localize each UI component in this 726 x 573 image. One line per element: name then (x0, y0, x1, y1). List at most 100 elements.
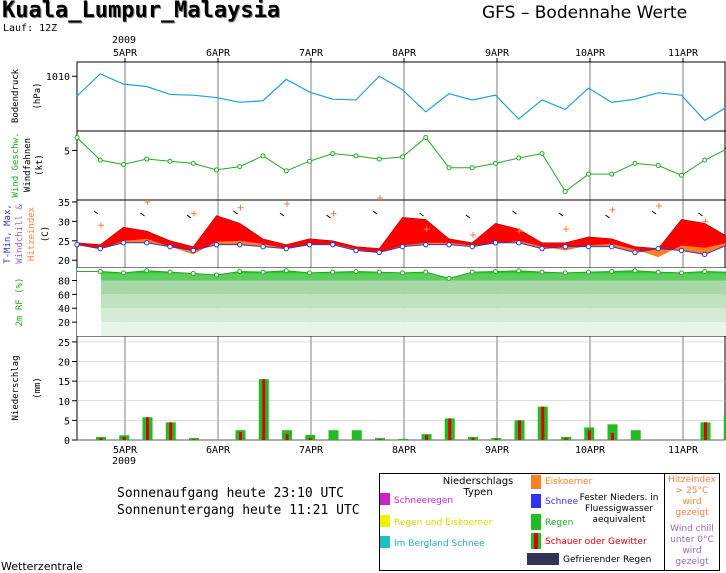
tmin-point (353, 247, 359, 254)
precip-convective-bar (262, 379, 266, 440)
humidity-band (101, 308, 726, 323)
hitzeindex-mark (470, 231, 476, 238)
date-label-top: 6APR (206, 48, 231, 59)
wind-point (400, 154, 405, 160)
date-label-top: 5APR (113, 48, 138, 59)
wind-barb (140, 212, 145, 217)
tmin-point (120, 240, 127, 246)
tmin-point (585, 243, 592, 250)
wind-point (446, 165, 452, 171)
swatch-schauer (531, 533, 541, 549)
hitzeindex-mark (423, 226, 430, 233)
wind-point (214, 167, 219, 173)
tmin-point (609, 243, 615, 250)
humidity-point (167, 269, 173, 275)
y-tick-label: 15 (58, 377, 70, 388)
wind-point (260, 153, 266, 159)
wind-point (493, 160, 498, 166)
wind-point (97, 157, 103, 163)
date-label-bottom: 7APR (299, 445, 324, 456)
precip-convective-bar (146, 417, 149, 440)
tmin-point (469, 243, 475, 250)
pressure-ylabel-1: Bodendruck (11, 68, 21, 123)
wind-point (74, 134, 80, 140)
humidity-band (101, 294, 726, 309)
humidity-band (101, 273, 726, 281)
precip-ylabel-1: Niederschlag (11, 355, 21, 420)
y-tick-label: 20 (58, 358, 70, 369)
humidity-left-blank (77, 268, 101, 336)
humidity-ylabel: 2m RF (%) (15, 278, 25, 327)
tmax-line (76, 215, 726, 249)
swatch-regen (531, 514, 541, 530)
y-tick-label: 25 (58, 338, 70, 349)
precip-convective-bar (518, 420, 521, 440)
wind-barb (93, 210, 99, 215)
hitzeindex-mark (144, 198, 151, 205)
precip-convective-bar (587, 430, 591, 440)
swatch-eiskoerner (531, 475, 541, 489)
tmin-point (632, 249, 638, 256)
legend-gefrierend: Gefrierender Regen (563, 555, 652, 565)
legend-schnee: Schnee (545, 497, 579, 507)
wind-point (632, 160, 638, 166)
swatch-regen-eis (380, 515, 390, 527)
precip-convective-bar (611, 432, 614, 440)
wind-point (609, 171, 615, 177)
year-bottom: 2009 (112, 456, 137, 467)
precip-convective-bar (494, 438, 498, 440)
wind-point (144, 156, 150, 162)
tmin-point (678, 247, 685, 254)
location-title: Kuala_Lumpur_Malaysia (2, 0, 281, 23)
wind-barb (279, 212, 285, 217)
precip-bar (351, 430, 362, 440)
humidity-point (493, 268, 498, 274)
y-tick-label: 0 (64, 436, 70, 447)
hitzeindex-mark (98, 222, 104, 229)
humidity-point (376, 269, 382, 275)
tmin-point (190, 247, 196, 254)
date-label-top: 10APR (575, 48, 606, 59)
precip-convective-bar (704, 422, 707, 440)
temp-ylabel-4: (C) (41, 226, 51, 242)
precip-convective-bar (308, 438, 312, 440)
tmin-point (539, 245, 545, 252)
legend-berg-schnee: Im Bergland Schnee (394, 539, 485, 549)
wind-point (307, 158, 312, 164)
precip-convective-bar (425, 435, 428, 440)
wind-barb (698, 212, 703, 217)
humidity-point (516, 268, 522, 274)
humidity-point (214, 272, 219, 278)
wind-barb (558, 212, 564, 217)
wind-ylabel-2: Windfahnen (23, 138, 33, 192)
legend-fester: Fester Nieders. in Fluessigwasser aequiv… (579, 493, 659, 525)
precip-convective-bar (471, 438, 475, 440)
precip-convective-bar (378, 439, 382, 440)
wind-barb (186, 214, 192, 219)
wind-point (283, 168, 289, 174)
humidity-point (400, 270, 405, 276)
precip-convective-bar (448, 418, 452, 440)
legend-regen-eis: Regen und Eiskoerner (394, 518, 493, 528)
y-tick-label: 5 (64, 416, 70, 427)
date-label-top: 8APR (392, 48, 417, 59)
y-tick-label: 20 (58, 318, 70, 329)
humidity-point (423, 269, 429, 275)
hitzeindex-mark (377, 195, 383, 202)
y-tick-label: 10 (58, 397, 70, 408)
humidity-point (655, 269, 661, 275)
date-label-bottom: 11APR (668, 445, 699, 456)
precip-convective-bar (564, 438, 568, 440)
precip-convective-bar (99, 438, 103, 440)
legend-regen: Regen (545, 518, 574, 528)
model-title: GFS – Bodennahe Werte (482, 3, 688, 23)
legend-windchill: Wind chill unter 0°C wird gezeigt (670, 524, 714, 567)
wind-barb (372, 210, 378, 215)
tmin-point (423, 241, 429, 248)
wind-point (353, 153, 359, 159)
precip-bar (398, 438, 409, 440)
precip-bar (607, 424, 618, 440)
temp-ylabel-2: Windchill & (15, 204, 25, 264)
precip-bar (328, 430, 339, 440)
